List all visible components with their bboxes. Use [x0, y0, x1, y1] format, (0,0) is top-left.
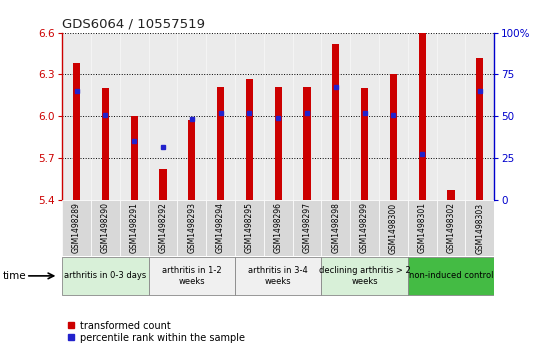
Bar: [177, 200, 206, 256]
Bar: [62, 33, 91, 200]
Text: GSM1498289: GSM1498289: [72, 203, 81, 253]
Bar: [206, 33, 235, 200]
Bar: [321, 200, 350, 256]
Bar: [73, 63, 80, 200]
Bar: [148, 257, 235, 295]
Text: GSM1498290: GSM1498290: [101, 203, 110, 253]
Bar: [390, 74, 397, 200]
Bar: [350, 200, 379, 256]
Text: time: time: [3, 271, 26, 281]
Text: GSM1498296: GSM1498296: [274, 203, 282, 253]
Text: GSM1498299: GSM1498299: [360, 203, 369, 253]
Bar: [436, 33, 465, 200]
Bar: [235, 200, 264, 256]
Text: GSM1498298: GSM1498298: [331, 203, 340, 253]
Legend: transformed count, percentile rank within the sample: transformed count, percentile rank withi…: [67, 321, 245, 343]
Bar: [148, 200, 177, 256]
Bar: [293, 200, 321, 256]
Bar: [148, 33, 177, 200]
Bar: [379, 200, 408, 256]
Text: GSM1498302: GSM1498302: [447, 203, 455, 253]
Bar: [408, 33, 436, 200]
Bar: [408, 200, 436, 256]
Bar: [447, 190, 455, 200]
Text: arthritis in 0-3 days: arthritis in 0-3 days: [64, 272, 146, 280]
Text: GSM1498303: GSM1498303: [475, 203, 484, 254]
Bar: [235, 257, 321, 295]
Bar: [177, 33, 206, 200]
Bar: [62, 257, 149, 295]
Bar: [418, 33, 426, 200]
Bar: [465, 33, 494, 200]
Text: GSM1498291: GSM1498291: [130, 203, 139, 253]
Text: GSM1498295: GSM1498295: [245, 203, 254, 253]
Text: arthritis in 3-4
weeks: arthritis in 3-4 weeks: [248, 266, 308, 286]
Bar: [120, 200, 148, 256]
Bar: [131, 116, 138, 200]
Bar: [188, 121, 195, 200]
Bar: [217, 87, 224, 200]
Bar: [465, 200, 494, 256]
Text: GSM1498292: GSM1498292: [158, 203, 167, 253]
Text: GSM1498297: GSM1498297: [302, 203, 312, 253]
Bar: [361, 88, 368, 200]
Text: GSM1498293: GSM1498293: [187, 203, 196, 253]
Bar: [91, 200, 120, 256]
Bar: [102, 88, 109, 200]
Text: GDS6064 / 10557519: GDS6064 / 10557519: [62, 17, 205, 30]
Bar: [350, 33, 379, 200]
Bar: [159, 169, 166, 200]
Bar: [408, 257, 494, 295]
Text: GSM1498294: GSM1498294: [216, 203, 225, 253]
Bar: [379, 33, 408, 200]
Bar: [332, 44, 339, 200]
Bar: [62, 200, 91, 256]
Text: arthritis in 1-2
weeks: arthritis in 1-2 weeks: [162, 266, 221, 286]
Bar: [246, 79, 253, 200]
Bar: [264, 33, 293, 200]
Text: declining arthritis > 2
weeks: declining arthritis > 2 weeks: [319, 266, 410, 286]
Text: GSM1498300: GSM1498300: [389, 203, 398, 254]
Bar: [436, 200, 465, 256]
Bar: [293, 33, 321, 200]
Bar: [321, 257, 408, 295]
Bar: [91, 33, 120, 200]
Bar: [206, 200, 235, 256]
Bar: [120, 33, 148, 200]
Bar: [321, 33, 350, 200]
Bar: [264, 200, 293, 256]
Bar: [303, 87, 310, 200]
Text: GSM1498301: GSM1498301: [417, 203, 427, 253]
Bar: [476, 58, 483, 200]
Text: non-induced control: non-induced control: [409, 272, 493, 280]
Bar: [274, 87, 282, 200]
Bar: [235, 33, 264, 200]
